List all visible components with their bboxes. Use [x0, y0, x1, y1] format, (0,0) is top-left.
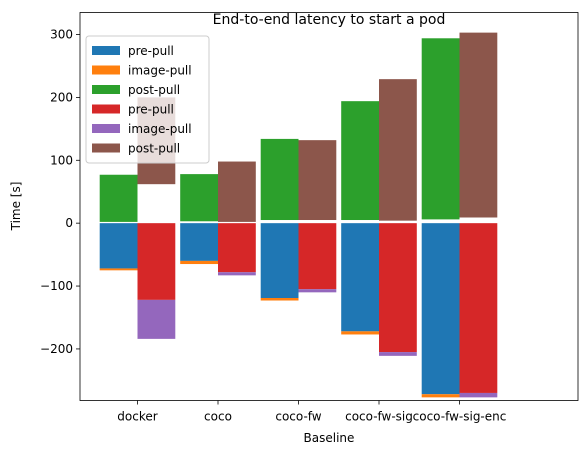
bar-image-pull: [218, 272, 256, 276]
bar-post-pull: [298, 140, 337, 221]
x-axis: docker coco coco-fw coco-fw-sig coco-fw-sig-…: [117, 400, 507, 424]
bar-image-pull: [99, 268, 138, 271]
bar-image-pull: [260, 297, 299, 301]
bar-pre-pull: [459, 223, 498, 393]
legend-swatch: [92, 104, 120, 114]
bar-post-pull: [459, 32, 498, 218]
x-tick-label: coco-fw: [275, 410, 321, 424]
legend-swatch: [92, 143, 120, 153]
y-tick-label: 300: [50, 28, 73, 42]
legend-label: pre-pull: [128, 103, 174, 117]
legend: pre-pull image-pull post-pull pre-pull image…: [85, 35, 210, 164]
x-tick-label: coco-fw-sig: [345, 410, 413, 424]
legend-label: post-pull: [128, 83, 180, 97]
bar-pre-pull: [379, 223, 417, 353]
bar-post-pull: [260, 138, 299, 221]
bar-pre-pull: [137, 223, 176, 300]
bar-pre-pull: [99, 223, 138, 269]
legend-label: post-pull: [128, 142, 180, 156]
y-tick-label: −100: [40, 279, 73, 293]
legend-label: image-pull: [128, 64, 192, 78]
bar-post-pull: [218, 161, 256, 222]
bar-pre-pull: [180, 223, 218, 261]
legend-label: pre-pull: [128, 44, 174, 58]
y-tick-label: 0: [65, 216, 73, 230]
legend-swatch: [92, 46, 120, 55]
y-tick-label: −200: [40, 342, 73, 356]
bar-pre-pull: [260, 223, 299, 298]
legend-label: image-pull: [128, 122, 192, 136]
bar-image-pull: [298, 289, 337, 293]
y-tick-label: 100: [50, 153, 73, 167]
x-axis-label: Baseline: [304, 431, 355, 445]
bar-image-pull: [459, 392, 498, 398]
bar-pre-pull: [341, 223, 379, 332]
bar-pre-pull: [218, 223, 256, 273]
plot-frame: [79, 12, 579, 401]
bar-post-pull: [421, 38, 460, 220]
legend-swatch: [92, 85, 120, 94]
bar-image-pull: [137, 299, 176, 339]
y-axis: −200 −100 0 100 200 300: [40, 28, 80, 356]
x-tick-label: coco-fw-sig-enc: [413, 410, 507, 424]
bar-image-pull: [379, 352, 417, 356]
bar-post-pull: [99, 174, 138, 222]
bar-pre-pull: [421, 223, 460, 395]
chart-title: End-to-end latency to start a pod: [213, 12, 446, 28]
bar-post-pull: [379, 79, 417, 221]
bar-pre-pull: [298, 223, 337, 290]
y-axis-label: Time [s]: [9, 182, 23, 232]
legend-swatch: [92, 65, 120, 75]
bar-post-pull: [341, 101, 379, 221]
bar-image-pull: [341, 331, 379, 335]
x-tick-label: docker: [117, 410, 157, 424]
bar-image-pull: [421, 394, 460, 398]
legend-swatch: [92, 124, 120, 133]
bar-image-pull: [180, 260, 218, 265]
y-tick-label: 200: [50, 90, 73, 104]
x-tick-label: coco: [204, 410, 232, 424]
bar-post-pull: [180, 174, 218, 222]
